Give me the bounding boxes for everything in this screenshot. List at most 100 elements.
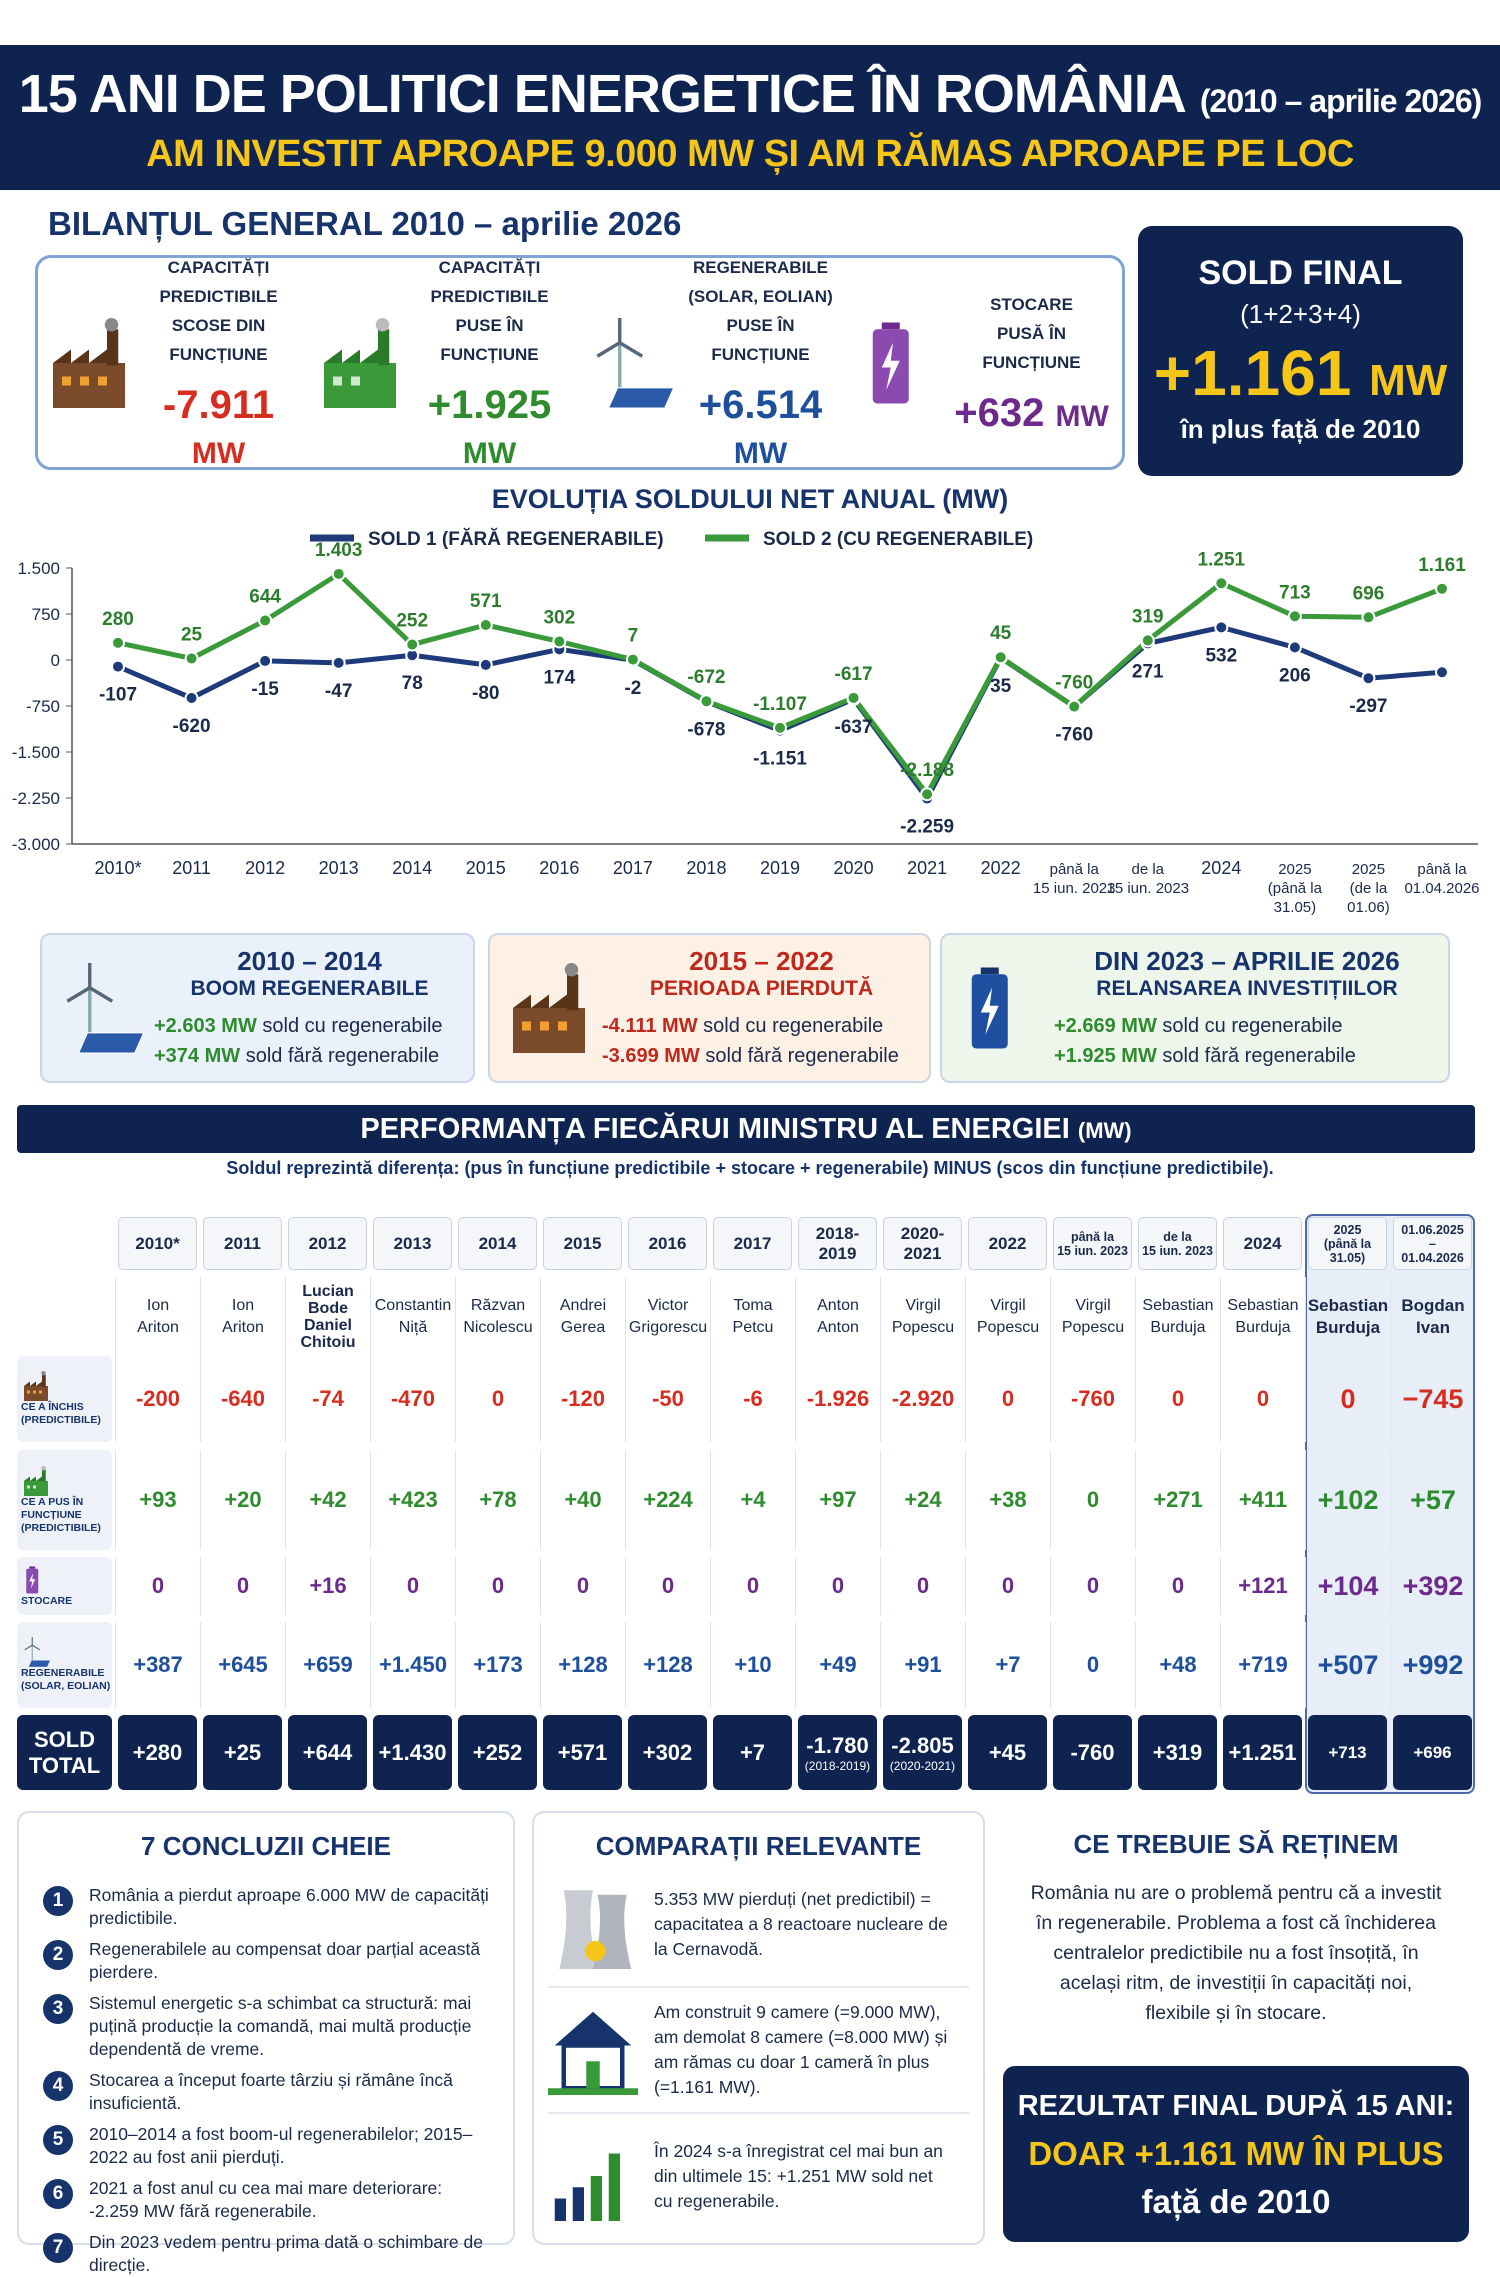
sold-value: +7 [739,1739,766,1765]
x-tick-label: 2020 [834,858,874,878]
table-cell: 0 [795,1557,880,1615]
performance-note: Soldul reprezintă diferența: (pus în fun… [226,1158,1274,1178]
table-cell: +992 [1390,1622,1475,1708]
performance-title: PERFORMANȚA FIECĂRUI MINISTRU AL ENERGIE… [360,1113,1070,1145]
row-label: SOLD TOTAL [17,1715,112,1790]
sold-value: -1.780 [806,1732,869,1758]
column-period-line: 2024 [1243,1233,1282,1253]
value-label: 7 [628,626,639,647]
column-period: până la 15 iun. 2023 [1053,1217,1132,1270]
column-minister-line: Burduja [1315,1318,1381,1337]
table-cell: 0 [1305,1356,1390,1442]
table-cell: 0 [710,1557,795,1615]
sold-value: +280 [132,1739,183,1765]
column-minister-line: Sebastian [1227,1297,1299,1314]
column-minister-line: Virgil [1075,1297,1111,1314]
y-tick-label: -3.000 [12,835,60,854]
data-point [1140,633,1155,648]
summary-item: REGENERABILE (SOLAR, EOLIAN) PUSE ÎN FUNCȚ… [580,258,851,470]
icon [596,317,675,409]
sold-value: +252 [472,1739,523,1765]
icon [53,317,125,408]
table-value: −745 [1402,1383,1464,1414]
column-period: 2016 [628,1217,707,1270]
title-row: 15 ANI DE POLITICI ENERGETICE ÎN ROMÂNIA… [0,63,1500,125]
column-period: 2015 [543,1217,622,1270]
x-tick-label: 2018 [686,858,726,878]
y-tick-label: -750 [26,697,60,716]
period-range: 2010 – 2014 [237,945,382,976]
conclusion-number: 3 [43,1994,73,2024]
summary-unit: MW [1055,399,1109,433]
sold-cell: +644 [288,1715,367,1790]
value-label: -107 [99,685,137,706]
sold-value: -760 [1070,1739,1115,1765]
row-label-line: FUNCȚIUNE [21,1508,82,1521]
data-point [184,651,199,666]
column-minister-line: Ivan [1415,1318,1451,1337]
column-period-line: 2020-2021 [900,1223,945,1263]
final-title: SOLD FINAL [1198,254,1403,292]
conclusion-text: România a pierdut aproape 6.000 MW de ca… [89,1885,489,1928]
icon [66,963,145,1054]
column-period: 2020-2021 [883,1217,962,1270]
column-period-line: 2014 [478,1233,517,1253]
header: 15 ANI DE POLITICI ENERGETICE ÎN ROMÂNIA… [0,45,1500,190]
column-minister: Ion Ariton [115,1277,200,1357]
icon [548,2011,638,2095]
column-minister: Lucian Bode Daniel Chitoiu [285,1277,370,1357]
value-label: 174 [543,667,575,688]
sold-value: +1.251 [1228,1739,1297,1765]
table-cell: 0 [965,1557,1050,1615]
value-label: 644 [249,587,281,608]
y-tick-label: 1.500 [17,559,60,578]
column-minister-line: Andrei [559,1297,607,1314]
x-tick-label: 2013 [319,858,359,878]
row-label-line: TOTAL [28,1752,101,1778]
table-value: +20 [224,1487,262,1512]
table-value: +40 [564,1487,602,1512]
value-label: 319 [1132,606,1164,627]
conclusion-number: 7 [43,2233,73,2263]
period-stat: +1.925 MW sold fără regenerabile [1046,1041,1448,1071]
table-cell: +271 [1135,1450,1220,1550]
value-label: -47 [325,681,352,702]
x-tick-label: 2010* [94,858,141,878]
table-cell: -640 [200,1356,285,1442]
table-value: +173 [473,1652,523,1677]
table-value: +659 [303,1652,353,1677]
column-period: 2013 [373,1217,452,1270]
period-stat-value: +374 MW [154,1044,241,1067]
table-cell: +24 [880,1450,965,1550]
performance-title-bar: PERFORMANȚA FIECĂRUI MINISTRU AL ENERGIE… [17,1105,1475,1153]
sold-cell: +1.251 [1223,1715,1302,1790]
performance-unit: (MW) [1077,1118,1132,1143]
icon [971,967,1008,1049]
table-value: -6 [743,1386,763,1411]
table-value: 0 [1256,1386,1270,1411]
table-cell: +659 [285,1622,370,1708]
column-minister-line: Ariton [137,1319,179,1336]
table-cell: +93 [115,1450,200,1550]
table-value: 0 [1001,1573,1015,1598]
column-minister: Răzvan Nicolescu [455,1277,540,1357]
value-label: -15 [251,679,279,700]
summary-label: CAPACITĂȚI PREDICTIBILE [159,257,278,306]
table-value: 0 [151,1573,165,1598]
row-label: CE A ÎNCHIS (PREDICTIBILE) [17,1356,112,1442]
period-box: DIN 2023 – APRILIE 2026 RELANSAREA INVEST… [940,933,1450,1083]
data-point [846,690,861,705]
period-box: 2015 – 2022 PERIOADA PIERDUTĂ -4.111 MW so… [488,933,931,1083]
table-cell: +507 [1305,1622,1390,1708]
summary-text: STOCARE PUSĂ ÎN FUNCȚIUNE +632 MW [947,290,1116,436]
value-label: -672 [687,667,725,688]
column-minister: Victor Grigorescu [625,1277,710,1357]
x-tick-label: 2016 [539,858,579,878]
period-title: RELANSAREA INVESTIȚIILOR [1096,976,1398,1000]
table-value: +128 [643,1652,693,1677]
table-value: 0 [1001,1386,1015,1411]
table-cell: 0 [1135,1557,1220,1615]
table-value: 0 [491,1386,505,1411]
column-minister-line: Ion [231,1297,255,1314]
summary-label: REGENERABILE [692,257,829,277]
